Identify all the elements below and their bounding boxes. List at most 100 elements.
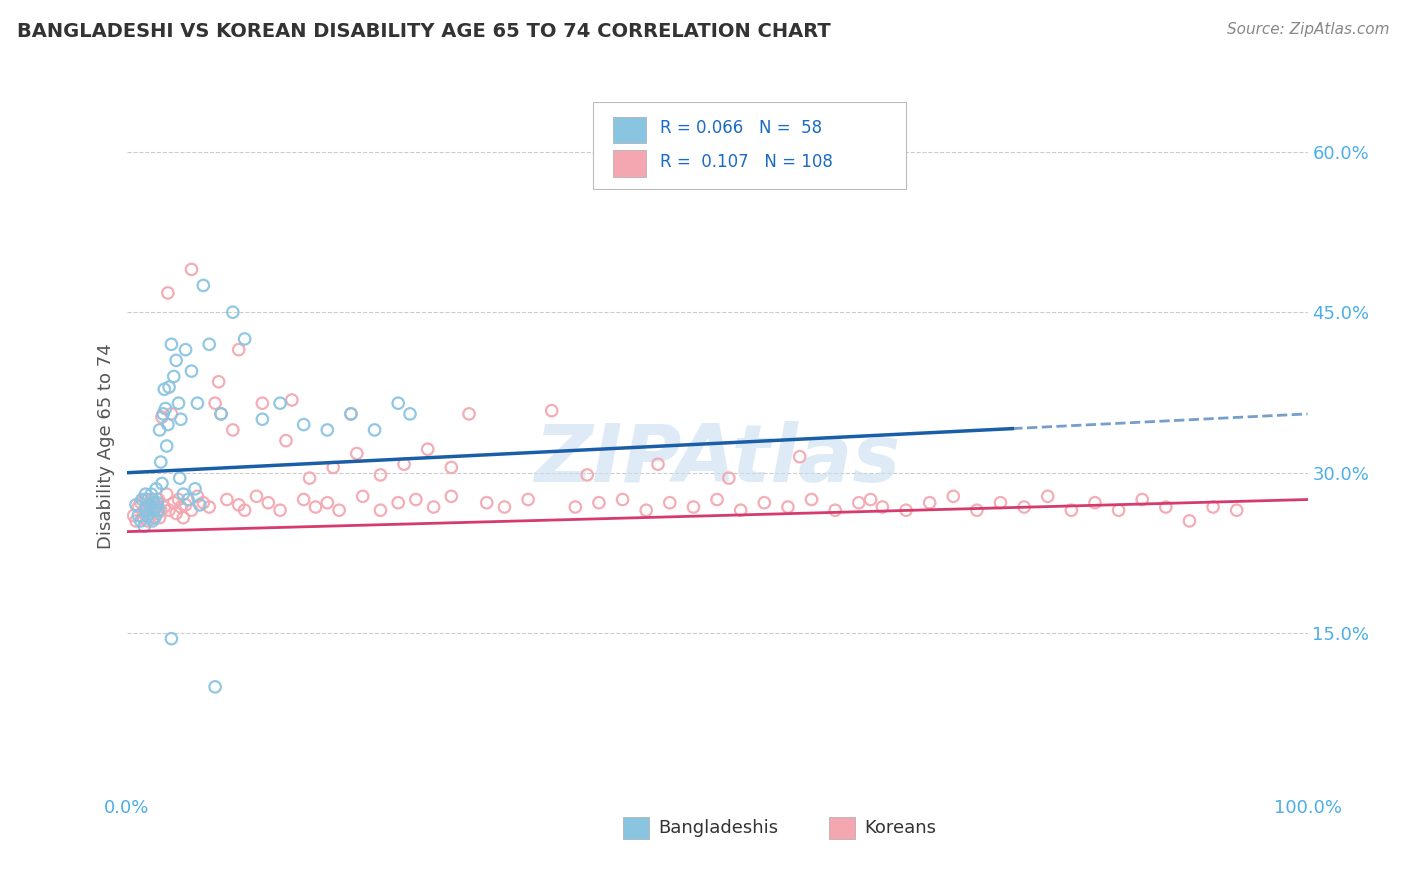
Point <box>274 434 297 448</box>
Text: BANGLADESHI VS KOREAN DISABILITY AGE 65 TO 74 CORRELATION CHART: BANGLADESHI VS KOREAN DISABILITY AGE 65 … <box>17 22 831 41</box>
Point <box>1202 500 1225 514</box>
Point <box>129 514 152 528</box>
Point <box>149 503 172 517</box>
Point <box>180 262 202 277</box>
Point <box>1108 503 1130 517</box>
Point <box>142 496 165 510</box>
Point <box>776 500 799 514</box>
Point <box>149 455 172 469</box>
Point <box>269 503 291 517</box>
Point <box>142 510 165 524</box>
Point <box>153 382 176 396</box>
Point <box>1084 496 1107 510</box>
Point <box>422 500 444 514</box>
Point <box>134 519 156 533</box>
Point <box>204 680 226 694</box>
Point <box>257 496 280 510</box>
Point <box>494 500 516 514</box>
Point <box>387 396 409 410</box>
Point <box>149 503 172 517</box>
Point <box>125 498 148 512</box>
Point <box>316 496 339 510</box>
Point <box>440 460 463 475</box>
Point <box>990 496 1012 510</box>
Point <box>186 489 208 503</box>
Point <box>588 496 610 510</box>
Point <box>157 503 180 517</box>
Point <box>1060 503 1083 517</box>
Point <box>540 403 562 417</box>
Point <box>184 482 207 496</box>
Point <box>155 401 177 416</box>
Text: R = 0.066   N =  58: R = 0.066 N = 58 <box>661 119 823 137</box>
Point <box>1130 492 1153 507</box>
Point <box>169 471 191 485</box>
Point <box>228 498 250 512</box>
Point <box>129 496 152 510</box>
Point <box>138 498 160 512</box>
Point <box>942 489 965 503</box>
Point <box>228 498 250 512</box>
Point <box>859 492 882 507</box>
Point <box>228 343 250 357</box>
Point <box>215 492 238 507</box>
Point <box>1178 514 1201 528</box>
Point <box>138 507 160 521</box>
Point <box>141 503 163 517</box>
Point <box>233 503 256 517</box>
Point <box>848 496 870 510</box>
Point <box>177 492 200 507</box>
Point <box>167 396 190 410</box>
Point <box>517 492 540 507</box>
Point <box>269 396 291 410</box>
Point <box>1226 503 1249 517</box>
Point <box>145 500 167 514</box>
Point <box>458 407 481 421</box>
Point <box>142 510 165 524</box>
Point <box>141 507 163 521</box>
Point <box>141 514 163 528</box>
Point <box>138 498 160 512</box>
Point <box>198 337 221 351</box>
Point <box>647 457 669 471</box>
Point <box>157 380 180 394</box>
Point <box>392 457 415 471</box>
Point <box>170 500 193 514</box>
Point <box>1130 492 1153 507</box>
Point <box>475 496 498 510</box>
Point <box>730 503 752 517</box>
Point <box>132 510 155 524</box>
Point <box>127 508 149 523</box>
Point <box>789 450 811 464</box>
Text: ZIPAtlas: ZIPAtlas <box>534 421 900 499</box>
Point <box>145 482 167 496</box>
Point <box>136 514 159 528</box>
Point <box>156 417 179 432</box>
Point <box>122 508 145 523</box>
Point <box>228 343 250 357</box>
Point <box>292 417 315 432</box>
Point <box>180 503 202 517</box>
Point <box>440 460 463 475</box>
Point <box>188 498 211 512</box>
Text: Bangladeshis: Bangladeshis <box>658 819 778 837</box>
Point <box>789 450 811 464</box>
Point <box>134 487 156 501</box>
Point <box>150 410 173 425</box>
Point <box>143 500 166 514</box>
Point <box>352 489 374 503</box>
Point <box>136 514 159 528</box>
Point <box>167 396 190 410</box>
Point <box>612 492 634 507</box>
Point <box>134 503 156 517</box>
Point <box>134 503 156 517</box>
Point <box>564 500 586 514</box>
Point <box>153 500 176 514</box>
Point <box>155 401 177 416</box>
Point <box>141 492 163 507</box>
Point <box>157 503 180 517</box>
Point <box>146 507 169 521</box>
Point <box>160 337 183 351</box>
Point <box>204 396 226 410</box>
Point <box>233 332 256 346</box>
